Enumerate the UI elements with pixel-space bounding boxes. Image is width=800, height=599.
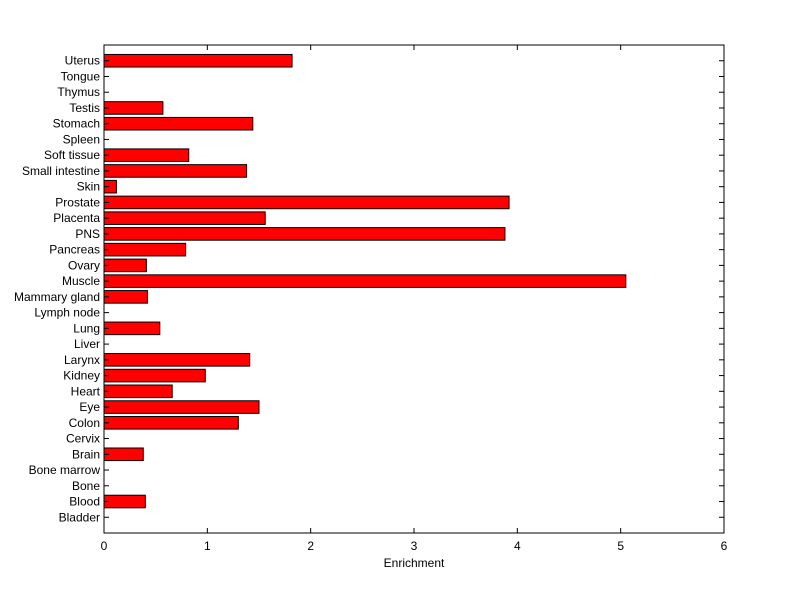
category-label-placenta: Placenta <box>53 211 100 225</box>
x-tick-label-3: 3 <box>411 539 418 553</box>
bar-small-intestine <box>103 164 248 178</box>
x-tick-label-5: 5 <box>617 539 624 553</box>
category-label-thymus: Thymus <box>57 85 100 99</box>
bar-mammary-gland <box>103 290 148 304</box>
category-label-pns: PNS <box>75 227 100 241</box>
category-label-testis: Testis <box>69 101 100 115</box>
category-label-skin: Skin <box>77 180 100 194</box>
category-label-stomach: Stomach <box>53 117 100 131</box>
category-label-cervix: Cervix <box>66 432 100 446</box>
category-label-prostate: Prostate <box>55 195 100 209</box>
bar-uterus <box>103 53 293 68</box>
category-label-kidney: Kidney <box>63 369 100 383</box>
bar-blood <box>103 494 146 509</box>
plot-frame <box>103 44 725 534</box>
x-tick-label-2: 2 <box>307 539 314 553</box>
category-label-ovary: Ovary <box>68 258 100 272</box>
bar-testis <box>103 101 164 115</box>
category-label-muscle: Muscle <box>62 274 100 288</box>
category-label-blood: Blood <box>69 495 100 509</box>
bar-brain <box>103 447 144 462</box>
category-label-bone-marrow: Bone marrow <box>29 463 101 477</box>
x-tick-labels-group: 0 1 2 3 4 5 6 <box>101 539 728 553</box>
category-label-uterus: Uterus <box>65 54 100 68</box>
category-label-bladder: Bladder <box>59 510 100 524</box>
x-tick-label-0: 0 <box>101 539 108 553</box>
bar-muscle <box>103 274 627 288</box>
bar-heart <box>103 384 173 399</box>
category-label-tongue: Tongue <box>61 69 101 83</box>
category-label-lymph-node: Lymph node <box>34 306 100 320</box>
x-tick-label-4: 4 <box>514 539 521 553</box>
bar-lung <box>103 321 161 336</box>
category-label-lung: Lung <box>73 321 100 335</box>
bar-kidney <box>103 368 206 383</box>
category-label-soft-tissue: Soft tissue <box>44 148 100 162</box>
x-tick-label-6: 6 <box>721 539 728 553</box>
category-label-bone: Bone <box>72 479 100 493</box>
bar-pancreas <box>103 242 187 257</box>
bar-prostate <box>103 195 510 210</box>
category-label-heart: Heart <box>71 384 101 398</box>
bar-ovary <box>103 258 147 273</box>
bar-placenta <box>103 211 266 225</box>
bar-pns <box>103 227 506 241</box>
bar-larynx <box>103 353 251 367</box>
category-label-liver: Liver <box>74 337 100 351</box>
category-label-spleen: Spleen <box>63 132 100 146</box>
bar-eye <box>103 400 260 414</box>
category-label-eye: Eye <box>79 400 100 414</box>
bar-stomach <box>103 116 254 131</box>
category-label-colon: Colon <box>69 416 100 430</box>
category-label-mammary-gland: Mammary gland <box>14 290 100 304</box>
category-label-larynx: Larynx <box>64 353 100 367</box>
bar-colon <box>103 416 239 430</box>
category-label-small-intestine: Small intestine <box>22 164 100 178</box>
x-axis-title: Enrichment <box>384 556 445 570</box>
category-label-pancreas: Pancreas <box>49 243 100 257</box>
bar-soft-tissue <box>103 148 190 162</box>
x-tick-label-1: 1 <box>204 539 211 553</box>
category-label-brain: Brain <box>72 447 100 461</box>
